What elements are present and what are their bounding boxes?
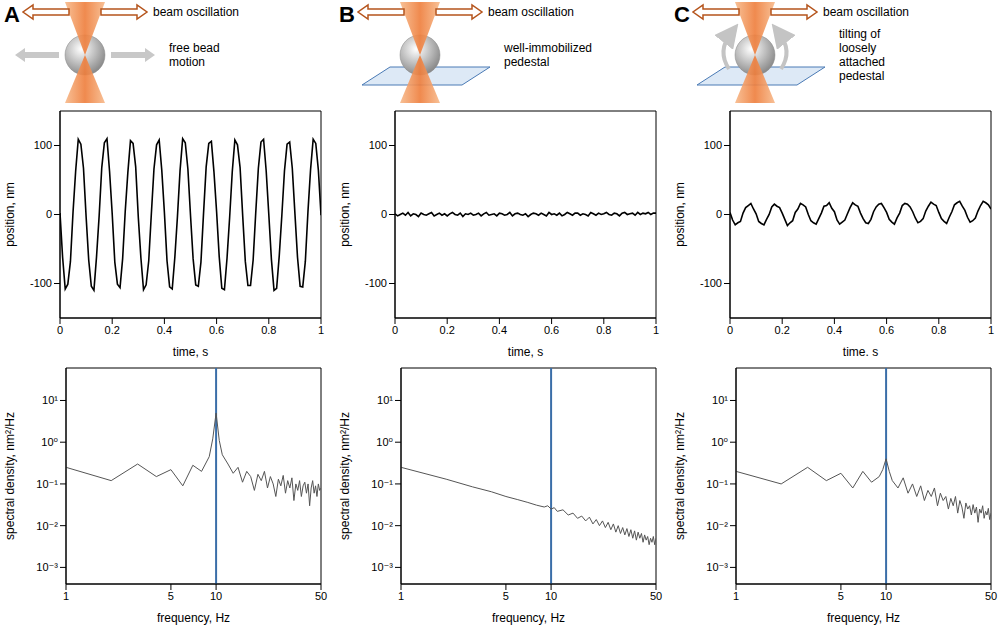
- svg-text:0.4: 0.4: [492, 324, 507, 336]
- svg-text:0.6: 0.6: [209, 324, 224, 336]
- svg-text:B: B: [339, 2, 355, 27]
- svg-text:beam oscillation: beam oscillation: [823, 5, 909, 19]
- svg-text:free bead: free bead: [169, 41, 220, 55]
- svg-text:-100: -100: [30, 277, 52, 289]
- svg-text:50: 50: [315, 590, 327, 602]
- svg-text:0: 0: [392, 324, 398, 336]
- svg-text:50: 50: [985, 590, 997, 602]
- svg-text:10⁻²: 10⁻²: [371, 520, 393, 532]
- svg-text:position, nm: position, nm: [673, 182, 687, 247]
- svg-text:10⁻³: 10⁻³: [706, 561, 728, 573]
- svg-text:pedestal: pedestal: [839, 69, 884, 83]
- svg-text:0: 0: [727, 324, 733, 336]
- svg-text:0.2: 0.2: [775, 324, 790, 336]
- svg-text:frequency, Hz: frequency, Hz: [492, 611, 565, 625]
- svg-text:10¹: 10¹: [712, 394, 728, 406]
- svg-text:0.4: 0.4: [827, 324, 842, 336]
- svg-text:0.8: 0.8: [261, 324, 276, 336]
- svg-text:loosely: loosely: [839, 41, 876, 55]
- svg-text:5: 5: [168, 590, 174, 602]
- svg-text:10⁰: 10⁰: [41, 436, 58, 448]
- svg-text:0.4: 0.4: [157, 324, 172, 336]
- svg-text:frequency, Hz: frequency, Hz: [157, 611, 230, 625]
- svg-text:10⁻³: 10⁻³: [36, 561, 58, 573]
- svg-text:1: 1: [318, 324, 324, 336]
- svg-text:10: 10: [210, 590, 222, 602]
- svg-text:0: 0: [46, 208, 52, 220]
- svg-text:10⁻²: 10⁻²: [706, 520, 728, 532]
- svg-text:pedestal: pedestal: [504, 55, 549, 69]
- svg-text:0.8: 0.8: [596, 324, 611, 336]
- svg-text:1: 1: [733, 590, 739, 602]
- svg-text:tilting of: tilting of: [839, 27, 881, 41]
- svg-text:10¹: 10¹: [377, 394, 393, 406]
- svg-text:10: 10: [545, 590, 557, 602]
- svg-text:time. s: time. s: [843, 345, 878, 359]
- svg-text:motion: motion: [169, 55, 205, 69]
- svg-text:0.8: 0.8: [931, 324, 946, 336]
- svg-text:A: A: [4, 2, 20, 27]
- svg-text:100: 100: [704, 139, 722, 151]
- svg-text:10⁰: 10⁰: [711, 436, 728, 448]
- svg-text:1: 1: [653, 324, 659, 336]
- svg-text:0.6: 0.6: [879, 324, 894, 336]
- svg-text:position, nm: position, nm: [3, 182, 17, 247]
- svg-text:10¹: 10¹: [42, 394, 58, 406]
- svg-text:1: 1: [63, 590, 69, 602]
- svg-text:time, s: time, s: [508, 345, 543, 359]
- svg-text:spectral density, nm²/Hz: spectral density, nm²/Hz: [3, 412, 17, 540]
- svg-text:spectral density, nm²/Hz: spectral density, nm²/Hz: [673, 412, 687, 540]
- svg-text:0: 0: [381, 208, 387, 220]
- svg-text:10⁻²: 10⁻²: [36, 520, 58, 532]
- svg-text:10: 10: [880, 590, 892, 602]
- svg-text:0.6: 0.6: [544, 324, 559, 336]
- svg-text:1: 1: [398, 590, 404, 602]
- svg-text:0: 0: [57, 324, 63, 336]
- svg-text:10⁻¹: 10⁻¹: [36, 478, 58, 490]
- svg-text:-100: -100: [365, 277, 387, 289]
- svg-text:beam oscillation: beam oscillation: [153, 5, 239, 19]
- svg-text:-100: -100: [700, 277, 722, 289]
- svg-text:10⁻³: 10⁻³: [371, 561, 393, 573]
- svg-text:100: 100: [34, 139, 52, 151]
- svg-text:10⁻¹: 10⁻¹: [706, 478, 728, 490]
- svg-text:well-immobilized: well-immobilized: [503, 41, 592, 55]
- svg-text:10⁻¹: 10⁻¹: [371, 478, 393, 490]
- svg-text:spectral density, nm²/Hz: spectral density, nm²/Hz: [338, 412, 352, 540]
- svg-text:frequency, Hz: frequency, Hz: [827, 611, 900, 625]
- svg-text:5: 5: [838, 590, 844, 602]
- svg-text:50: 50: [650, 590, 662, 602]
- svg-text:position, nm: position, nm: [338, 182, 352, 247]
- svg-text:time, s: time, s: [173, 345, 208, 359]
- svg-text:attached: attached: [839, 55, 885, 69]
- svg-text:beam oscillation: beam oscillation: [488, 5, 574, 19]
- svg-text:10⁰: 10⁰: [376, 436, 393, 448]
- svg-text:0: 0: [716, 208, 722, 220]
- svg-text:C: C: [674, 2, 690, 27]
- svg-text:0.2: 0.2: [105, 324, 120, 336]
- svg-text:1: 1: [988, 324, 994, 336]
- svg-text:0.2: 0.2: [440, 324, 455, 336]
- svg-text:5: 5: [503, 590, 509, 602]
- svg-text:100: 100: [369, 139, 387, 151]
